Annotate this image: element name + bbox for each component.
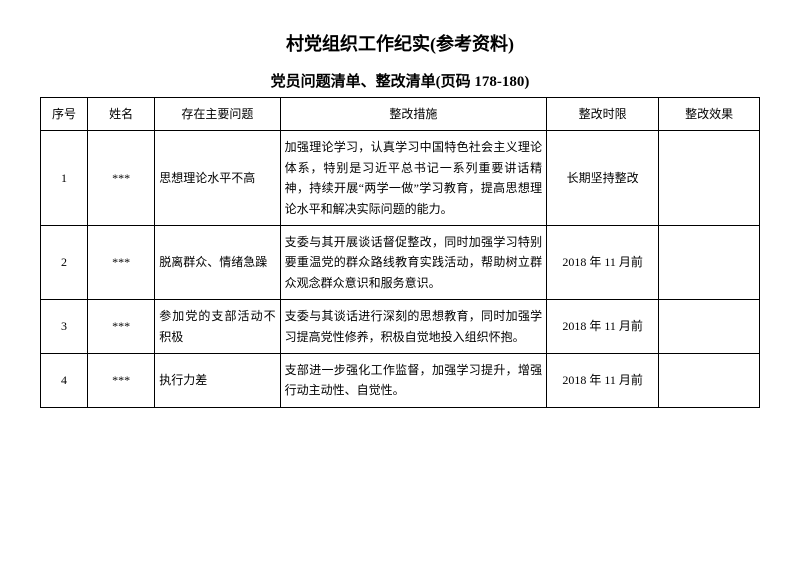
col-header-deadline: 整改时限 — [547, 98, 659, 131]
col-header-problem: 存在主要问题 — [155, 98, 280, 131]
cell-seq: 4 — [41, 353, 88, 407]
cell-measure: 支委与其开展谈话督促整改，同时加强学习特别要重温党的群众路线教育实践活动，帮助树… — [280, 225, 547, 299]
table-row: 3 *** 参加党的支部活动不积极 支委与其谈话进行深刻的思想教育，同时加强学习… — [41, 300, 760, 354]
page-title: 村党组织工作纪实(参考资料) — [40, 30, 760, 56]
cell-name: *** — [88, 300, 155, 354]
cell-seq: 1 — [41, 131, 88, 226]
cell-effect — [659, 353, 760, 407]
table-row: 2 *** 脱离群众、情绪急躁 支委与其开展谈话督促整改，同时加强学习特别要重温… — [41, 225, 760, 299]
cell-seq: 2 — [41, 225, 88, 299]
cell-seq: 3 — [41, 300, 88, 354]
cell-measure: 支部进一步强化工作监督，加强学习提升，增强行动主动性、自觉性。 — [280, 353, 547, 407]
cell-problem: 思想理论水平不高 — [155, 131, 280, 226]
cell-name: *** — [88, 353, 155, 407]
cell-name: *** — [88, 131, 155, 226]
cell-effect — [659, 300, 760, 354]
cell-deadline: 2018 年 11 月前 — [547, 300, 659, 354]
header-row: 序号 姓名 存在主要问题 整改措施 整改时限 整改效果 — [41, 98, 760, 131]
col-header-name: 姓名 — [88, 98, 155, 131]
cell-problem: 参加党的支部活动不积极 — [155, 300, 280, 354]
col-header-seq: 序号 — [41, 98, 88, 131]
cell-effect — [659, 131, 760, 226]
col-header-measure: 整改措施 — [280, 98, 547, 131]
cell-problem: 脱离群众、情绪急躁 — [155, 225, 280, 299]
cell-deadline: 2018 年 11 月前 — [547, 353, 659, 407]
cell-measure: 加强理论学习，认真学习中国特色社会主义理论体系，特别是习近平总书记一系列重要讲话… — [280, 131, 547, 226]
cell-measure: 支委与其谈话进行深刻的思想教育，同时加强学习提高党性修养，积极自觉地投入组织怀抱… — [280, 300, 547, 354]
cell-deadline: 长期坚持整改 — [547, 131, 659, 226]
cell-deadline: 2018 年 11 月前 — [547, 225, 659, 299]
data-table: 序号 姓名 存在主要问题 整改措施 整改时限 整改效果 1 *** 思想理论水平… — [40, 97, 760, 408]
page-subtitle: 党员问题清单、整改清单(页码 178-180) — [40, 70, 760, 91]
cell-problem: 执行力差 — [155, 353, 280, 407]
cell-name: *** — [88, 225, 155, 299]
table-row: 4 *** 执行力差 支部进一步强化工作监督，加强学习提升，增强行动主动性、自觉… — [41, 353, 760, 407]
cell-effect — [659, 225, 760, 299]
table-row: 1 *** 思想理论水平不高 加强理论学习，认真学习中国特色社会主义理论体系，特… — [41, 131, 760, 226]
col-header-effect: 整改效果 — [659, 98, 760, 131]
